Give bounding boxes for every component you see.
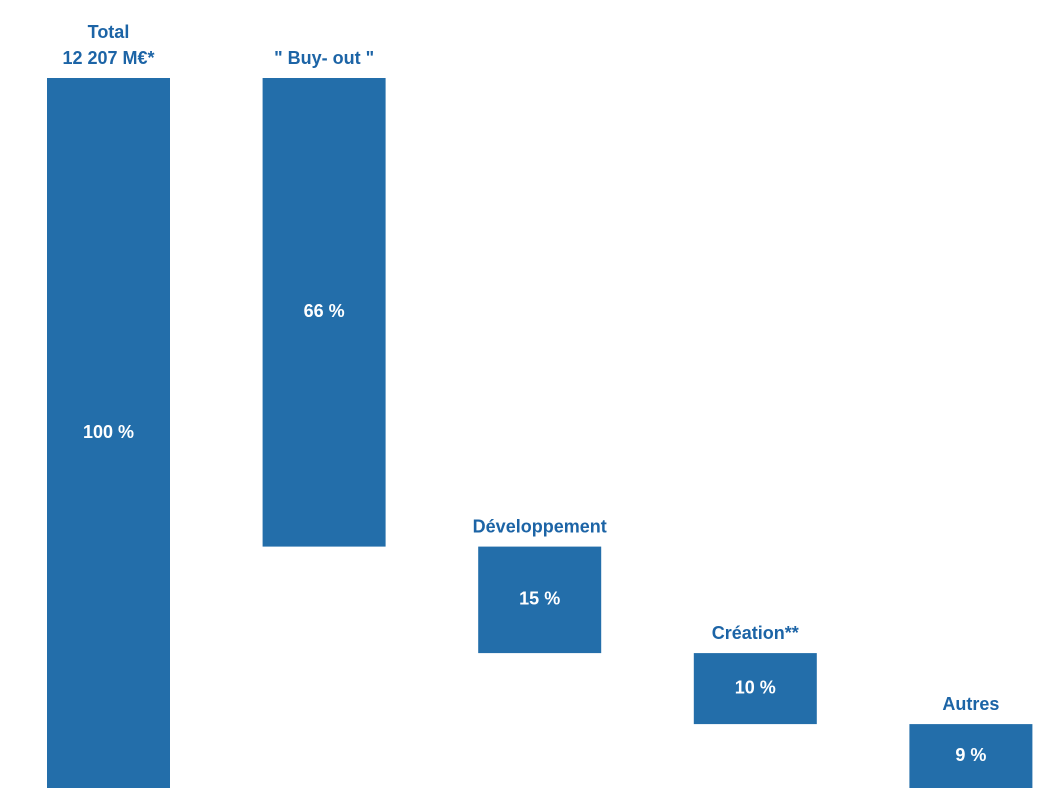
category-label-0-line-1: 12 207 M€* xyxy=(62,48,154,68)
bar-0 xyxy=(47,78,170,788)
bar-value-label-3: 10 % xyxy=(735,677,776,697)
bar-1 xyxy=(262,78,386,547)
bar-value-label-4: 9 % xyxy=(955,745,986,765)
category-label-0-line-0: Total xyxy=(88,22,130,42)
bar-value-label-1: 66 % xyxy=(304,301,345,321)
bar-4 xyxy=(909,724,1033,788)
category-label-2: Développement xyxy=(473,517,607,537)
bar-value-label-0: 100 % xyxy=(83,422,134,442)
category-label-3: Création** xyxy=(712,623,799,643)
category-label-1: " Buy- out " xyxy=(274,48,374,68)
bar-value-label-2: 15 % xyxy=(519,589,560,609)
category-label-4: Autres xyxy=(942,694,999,714)
bar-3 xyxy=(693,653,817,725)
bar-2 xyxy=(478,546,602,654)
